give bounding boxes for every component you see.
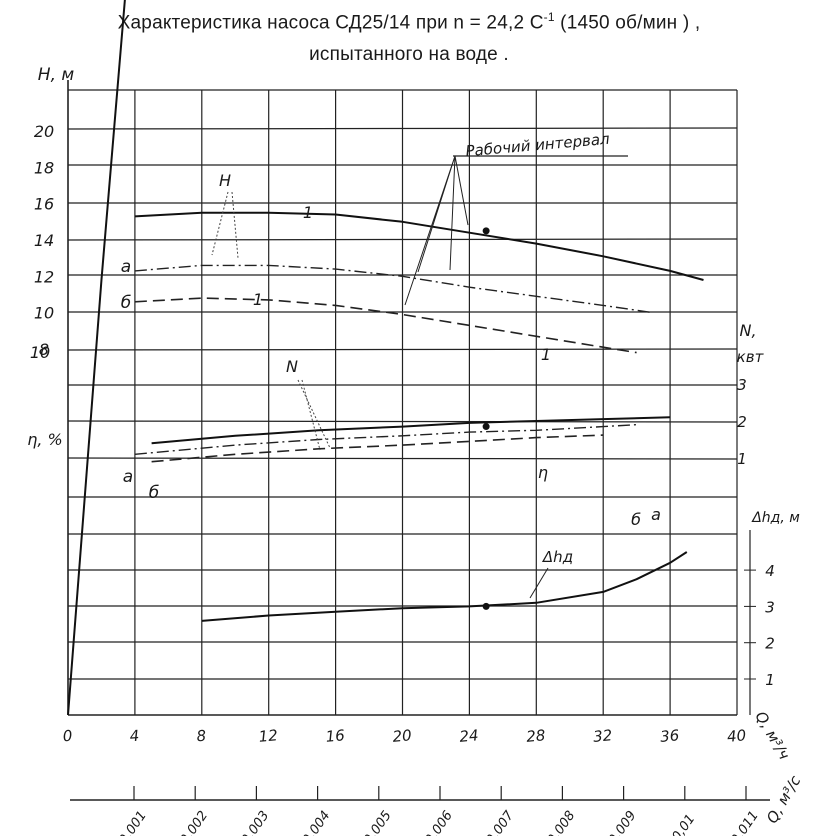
series-η bbox=[67, 0, 126, 716]
series-Δhд bbox=[201, 551, 688, 622]
chart-subtitle: испытанного на воде . bbox=[309, 44, 509, 65]
h-curve-label: H bbox=[219, 171, 231, 190]
title-tail: (1450 об/мин ) , bbox=[554, 12, 701, 34]
x2-tick-label: 0,01 bbox=[669, 812, 698, 836]
series-N-б bbox=[151, 434, 604, 463]
eta-axis-label: η, % bbox=[27, 430, 63, 449]
x-tick-label: 16 bbox=[325, 726, 346, 746]
title-main: Характеристика насоса СД25/14 при n = 24… bbox=[117, 12, 544, 34]
label-a: а bbox=[651, 505, 661, 524]
series-H-б bbox=[134, 297, 637, 354]
grid bbox=[67, 80, 770, 801]
curve-1-label: 1 bbox=[541, 345, 551, 364]
n-tick-label: 1 bbox=[737, 450, 747, 468]
eta-tick-label: 10 bbox=[30, 343, 50, 362]
n-axis-unit: квт bbox=[737, 348, 765, 366]
operating-point-marker bbox=[482, 602, 490, 610]
h-tick-label: 8 bbox=[39, 340, 49, 359]
dh-curve-label: Δhд bbox=[542, 548, 573, 566]
label-b: б bbox=[631, 510, 641, 529]
x2-axis-label: Q, м³/с bbox=[763, 772, 805, 827]
x-tick-label: 0 bbox=[62, 727, 73, 746]
series-N bbox=[151, 416, 671, 445]
h-tick-label: 10 bbox=[34, 304, 54, 323]
h-tick-label: 18 bbox=[34, 158, 54, 177]
label-a: а bbox=[123, 467, 133, 487]
dh-tick-label: 2 bbox=[765, 635, 775, 653]
h-tick-label: 14 bbox=[34, 231, 54, 250]
curve-1-label: 1 bbox=[303, 203, 313, 222]
x-tick-label: 36 bbox=[659, 726, 680, 746]
x-tick-label: 12 bbox=[258, 726, 279, 746]
grid-hline bbox=[67, 420, 738, 423]
x2-tick-label: 0,003 bbox=[239, 808, 273, 836]
x2-tick-label: 0,006 bbox=[422, 808, 456, 836]
x-tick-label: 4 bbox=[129, 727, 140, 746]
h-tick-label: 16 bbox=[34, 195, 54, 214]
h-tick-label: 20 bbox=[34, 122, 54, 141]
x-tick-label: 40 bbox=[726, 726, 747, 746]
x2-tick-label: 0,002 bbox=[178, 808, 212, 836]
chart-title: Характеристика насоса СД25/14 при n = 24… bbox=[0, 10, 818, 34]
curve-1-label: 1 bbox=[253, 290, 263, 309]
title-superscript: -1 bbox=[543, 10, 555, 24]
x-tick-label: 32 bbox=[592, 726, 613, 746]
n-tick-label: 2 bbox=[737, 413, 747, 431]
x2-tick-label: 0,005 bbox=[361, 808, 395, 836]
grid-hline bbox=[67, 457, 738, 460]
label-a: а bbox=[121, 257, 131, 277]
curves bbox=[67, 0, 704, 716]
dh-tick-label: 4 bbox=[765, 562, 775, 580]
n-axis-label: N, bbox=[739, 321, 756, 340]
series-N-а bbox=[134, 424, 637, 455]
x-tick-label: 28 bbox=[526, 726, 547, 746]
x-tick-label: 20 bbox=[392, 726, 413, 746]
n-curve-leaders bbox=[297, 379, 331, 451]
ticks bbox=[133, 569, 756, 800]
label-b: б bbox=[149, 483, 159, 503]
label-b: б bbox=[121, 293, 131, 313]
series-H-а bbox=[134, 264, 654, 314]
n-curve-label: N bbox=[286, 357, 298, 376]
h-tick-label: 12 bbox=[34, 267, 54, 286]
x2-tick-label: 0,007 bbox=[484, 808, 518, 836]
dh-curve-leader bbox=[529, 567, 549, 599]
x-axis-label: Q, м³/ч bbox=[751, 708, 793, 763]
n-tick-label: 3 bbox=[737, 376, 747, 394]
x-tick-label: 8 bbox=[196, 727, 207, 746]
x2-tick-label: 0,001 bbox=[116, 808, 150, 836]
dh-tick-label: 3 bbox=[765, 598, 775, 616]
series-H bbox=[134, 211, 704, 281]
x-tick-label: 24 bbox=[459, 726, 480, 746]
labels: 0,001 0,002 0,003 0,004 0,005 0,006 0,007 0,008… bbox=[27, 65, 805, 836]
h-curve-leaders bbox=[211, 191, 239, 259]
operating-point-marker bbox=[482, 423, 490, 431]
grid-hline bbox=[67, 348, 738, 351]
dh-tick-label: 1 bbox=[765, 671, 775, 689]
h-axis-label: H, м bbox=[38, 65, 75, 85]
x2-tick-label: 0,008 bbox=[545, 808, 579, 836]
x2-tick-label: 0,009 bbox=[606, 808, 640, 836]
grid-hline bbox=[67, 127, 738, 130]
working-range-leaders bbox=[404, 155, 469, 306]
eta-curve-label: η bbox=[538, 463, 548, 482]
dh-axis-label: Δhд, м bbox=[751, 510, 800, 526]
operating-point-marker bbox=[482, 227, 490, 235]
grid-hline bbox=[67, 238, 738, 241]
x2-tick-label: 0,004 bbox=[300, 808, 334, 836]
x2-tick-label: 0,011 bbox=[728, 808, 762, 836]
